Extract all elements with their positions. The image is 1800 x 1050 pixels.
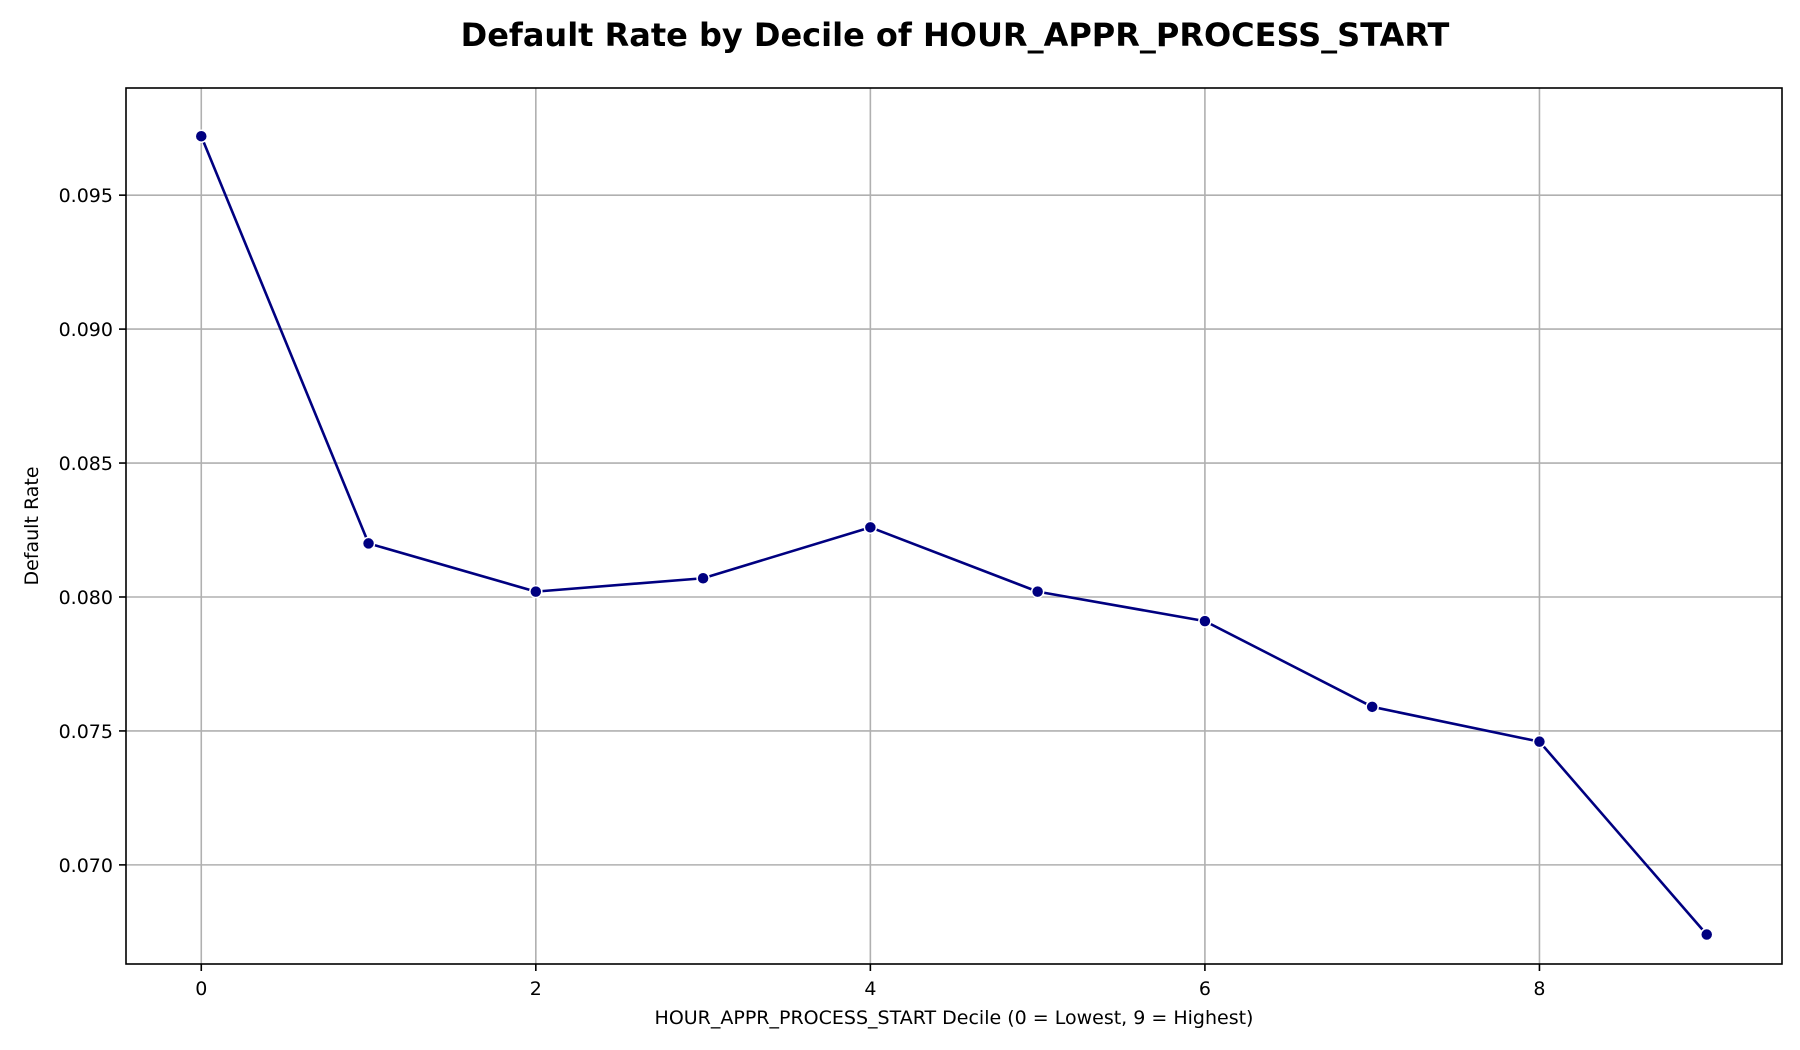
series-line: [200, 135, 1708, 936]
data-point: [1198, 614, 1212, 628]
data-point: [1365, 700, 1379, 714]
grid-lines: [126, 88, 1782, 964]
y-tick-label: 0.095: [59, 185, 113, 207]
data-point: [1699, 927, 1714, 942]
y-tick-label: 0.080: [59, 587, 113, 609]
y-tick-label: 0.090: [59, 319, 113, 341]
axis-ticks: 0 2 4 6 8 0.070 0.075 0.080 0.085 0.090 0.095: [59, 185, 1546, 1000]
x-axis-label: HOUR_APPR_PROCESS_START Decile (0 = Lowe…: [655, 1007, 1254, 1029]
x-tick-label: 2: [530, 978, 542, 1000]
data-point: [863, 520, 878, 535]
x-tick-label: 0: [195, 978, 207, 1000]
data-point: [361, 536, 376, 551]
data-point: [1030, 584, 1045, 599]
x-tick-label: 6: [1199, 978, 1211, 1000]
x-tick-label: 4: [864, 978, 876, 1000]
data-point: [194, 129, 209, 143]
plot-frame: [125, 87, 1783, 965]
y-tick-label: 0.085: [59, 453, 113, 475]
data-series: [194, 129, 1714, 942]
y-tick-label: 0.070: [59, 855, 113, 877]
y-tick-label: 0.075: [59, 721, 113, 743]
data-point: [696, 571, 710, 585]
y-axis-label: Default Rate: [21, 466, 43, 585]
data-point: [1532, 734, 1547, 749]
data-point: [529, 584, 543, 599]
x-tick-label: 8: [1533, 978, 1545, 1000]
chart-title: Default Rate by Decile of HOUR_APPR_PROC…: [461, 16, 1450, 54]
